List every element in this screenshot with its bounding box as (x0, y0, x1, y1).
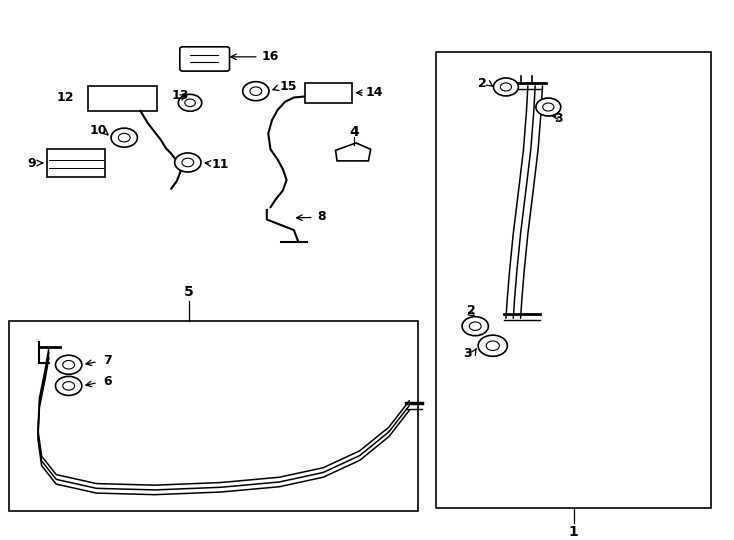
Circle shape (243, 82, 269, 100)
Circle shape (118, 133, 130, 142)
FancyBboxPatch shape (180, 47, 230, 71)
Bar (87, 86, 157, 111)
Circle shape (469, 322, 482, 330)
Text: 1: 1 (569, 525, 578, 539)
Text: 9: 9 (28, 157, 37, 170)
Text: 4: 4 (349, 125, 359, 139)
Circle shape (185, 99, 195, 106)
Bar (437, 51, 711, 508)
Circle shape (493, 78, 518, 96)
Text: 5: 5 (184, 285, 194, 299)
Text: 3: 3 (554, 112, 563, 125)
Circle shape (62, 361, 75, 369)
Text: 8: 8 (317, 211, 326, 224)
Circle shape (501, 83, 512, 91)
Circle shape (111, 128, 137, 147)
Circle shape (175, 153, 201, 172)
Text: 10: 10 (90, 124, 107, 137)
Text: 3: 3 (464, 347, 472, 360)
Text: 7: 7 (103, 354, 112, 367)
Text: 2: 2 (478, 77, 487, 90)
Circle shape (542, 103, 554, 111)
Circle shape (56, 355, 81, 374)
Circle shape (486, 341, 499, 350)
Text: 12: 12 (57, 91, 75, 104)
Bar (47, 149, 105, 177)
Circle shape (250, 87, 262, 96)
Text: 11: 11 (212, 158, 230, 171)
Text: 16: 16 (262, 50, 279, 63)
Circle shape (462, 316, 488, 336)
Text: 6: 6 (103, 375, 112, 388)
Circle shape (62, 382, 75, 390)
Text: 15: 15 (279, 80, 297, 93)
Circle shape (182, 158, 194, 167)
Circle shape (56, 376, 81, 395)
Text: 13: 13 (172, 89, 189, 102)
Bar (9, 321, 418, 511)
Text: 2: 2 (467, 304, 476, 317)
Circle shape (536, 98, 561, 116)
Text: 14: 14 (366, 86, 383, 99)
Circle shape (478, 335, 507, 356)
Circle shape (178, 94, 202, 111)
Bar (305, 83, 352, 103)
